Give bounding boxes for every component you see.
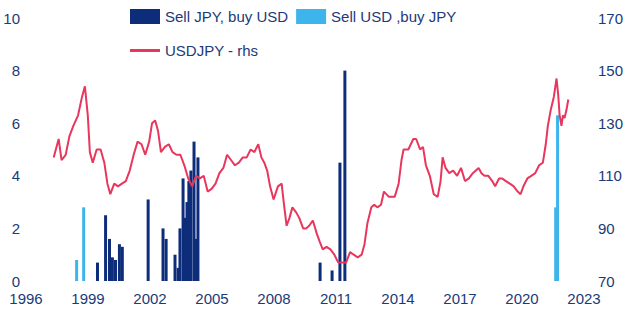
svg-text:10: 10	[3, 10, 20, 27]
svg-text:1999: 1999	[71, 290, 104, 307]
svg-text:90: 90	[598, 220, 615, 237]
svg-text:4: 4	[12, 167, 20, 184]
svg-text:Sell JPY, buy USD: Sell JPY, buy USD	[165, 8, 288, 25]
svg-text:1996: 1996	[9, 290, 42, 307]
svg-text:2011: 2011	[320, 290, 352, 307]
svg-text:2008: 2008	[257, 290, 290, 307]
svg-text:2017: 2017	[443, 290, 476, 307]
svg-text:150: 150	[598, 62, 623, 79]
svg-text:2014: 2014	[381, 290, 414, 307]
svg-text:USDJPY - rhs: USDJPY - rhs	[165, 42, 258, 59]
svg-text:2020: 2020	[505, 290, 538, 307]
svg-text:170: 170	[598, 10, 623, 27]
svg-text:110: 110	[598, 167, 622, 184]
svg-text:2023: 2023	[567, 290, 600, 307]
svg-text:Sell USD ,buy JPY: Sell USD ,buy JPY	[331, 8, 456, 25]
svg-text:0: 0	[12, 273, 20, 290]
svg-text:6: 6	[12, 115, 20, 132]
svg-text:8: 8	[12, 62, 20, 79]
svg-text:2: 2	[12, 220, 20, 237]
svg-text:2002: 2002	[133, 290, 166, 307]
svg-text:130: 130	[598, 115, 623, 132]
svg-text:70: 70	[598, 273, 615, 290]
svg-text:2005: 2005	[195, 290, 228, 307]
